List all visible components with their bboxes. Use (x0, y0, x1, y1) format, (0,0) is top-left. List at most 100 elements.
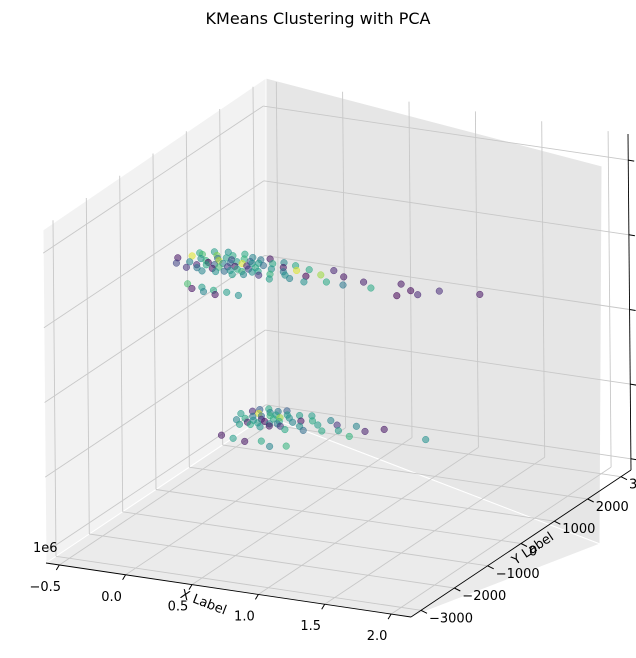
data-point-upper (211, 291, 219, 299)
data-point-upper (286, 274, 294, 283)
y-tick-label: 1000 (562, 522, 595, 537)
x-tick-mark (321, 603, 326, 610)
data-point-lower (422, 436, 430, 444)
gridline-z-left (44, 255, 265, 403)
gridline-z-back (264, 255, 630, 310)
gridline-y-left (119, 175, 124, 512)
z-tick-mark (629, 309, 636, 311)
x-tick-label: 1.5 (300, 619, 321, 634)
gridline-z-left (42, 105, 264, 254)
z-tick-mark (628, 159, 635, 162)
data-point-lower (241, 437, 249, 445)
data-point-lower (246, 420, 254, 429)
data-point-upper (193, 264, 201, 272)
gridline-y-left (85, 197, 90, 535)
y-tick-label: −3000 (429, 611, 473, 626)
data-point-upper (198, 267, 206, 275)
data-point-upper (259, 262, 267, 270)
chart-title: KMeans Clustering with PCA (206, 9, 431, 28)
gridline-z-back (265, 404, 631, 460)
gridline-y-floor (155, 489, 522, 544)
gridline-x-back (342, 91, 347, 428)
x-tick-mark (188, 584, 193, 590)
data-point-upper (223, 288, 231, 296)
x-tick-mark (254, 594, 259, 600)
data-point-lower (380, 425, 388, 433)
data-point-upper (300, 278, 308, 286)
x-tick-mark (122, 574, 127, 581)
data-point-upper (255, 271, 263, 279)
data-point-lower (314, 421, 322, 429)
x-tick-mark (387, 613, 392, 620)
x-tick-mark (55, 564, 60, 571)
y-tick-mark (587, 498, 594, 503)
data-point-upper (234, 291, 242, 299)
y-axis-ticks: −3000 −2000 −1000 0 100020003000 (420, 476, 636, 626)
gridline-y-left (52, 220, 57, 557)
data-point-upper (393, 292, 401, 300)
data-point-upper (188, 252, 196, 260)
y-tick-mark (620, 476, 628, 481)
gridline-y-floor (255, 422, 622, 478)
gridline-y-left (185, 131, 190, 468)
data-point-upper (239, 271, 248, 279)
data-point-upper (248, 268, 256, 276)
x-tick-label: 1.0 (234, 609, 255, 624)
x-tick-label: 0.0 (101, 590, 122, 605)
z-axis-ticks: −2−1012 (628, 159, 636, 461)
data-point-upper (184, 280, 192, 288)
gridline-z-left (45, 404, 267, 553)
z-tick-mark (630, 458, 636, 461)
data-point-lower (289, 418, 297, 426)
data-point-lower (327, 417, 335, 425)
data-point-upper (317, 271, 325, 279)
gridline-y-floor (89, 533, 455, 589)
gridline-z-back (263, 180, 629, 236)
gridline-y-floor (189, 466, 555, 522)
data-point-upper (435, 287, 443, 295)
data-point-lower (345, 432, 353, 440)
x-offset-label: 1e6 (33, 541, 58, 556)
data-point-upper (220, 267, 228, 275)
data-point-upper (188, 284, 196, 293)
data-point-upper (182, 263, 190, 271)
data-point-upper (476, 290, 484, 298)
data-point-upper (330, 267, 338, 275)
data-point-lower (361, 427, 369, 435)
data-point-lower (266, 442, 274, 450)
y-tick-mark (454, 587, 461, 592)
data-point-lower (237, 410, 245, 418)
data-point-upper (407, 287, 415, 295)
data-point-upper (322, 278, 330, 286)
data-point-upper (228, 271, 236, 279)
y-tick-label: 2000 (596, 500, 629, 515)
data-point-lower (256, 423, 264, 431)
data-point-lower (308, 417, 317, 425)
y-tick-mark (554, 520, 561, 525)
y-tick-mark (420, 609, 428, 614)
data-point-lower (265, 422, 273, 430)
x-axis-ticks: −0.5 0.0 0.5 1.0 1.5 2.0 (30, 564, 392, 644)
y-tick-label: −1000 (496, 567, 540, 582)
data-point-upper (340, 273, 348, 281)
data-point-upper (397, 280, 405, 288)
y-tick-label: 0 (529, 545, 537, 560)
data-point-upper (414, 291, 422, 299)
gridline-z-left (44, 329, 266, 478)
gridlines (42, 81, 631, 615)
gridline-z-left (43, 180, 265, 329)
data-point-lower (257, 437, 265, 445)
data-point-upper (367, 284, 375, 292)
gridline-y-floor (55, 555, 422, 611)
data-point-upper (172, 259, 180, 267)
data-point-upper (305, 266, 313, 274)
x-tick-label: −0.5 (30, 580, 62, 595)
z-axis-line (627, 133, 632, 471)
data-point-lower (318, 427, 326, 435)
gridline-x-back (408, 101, 413, 438)
gridline-x-back (607, 131, 612, 468)
gridline-y-left (219, 108, 224, 446)
data-point-lower (235, 420, 244, 428)
data-point-lower (334, 427, 342, 435)
